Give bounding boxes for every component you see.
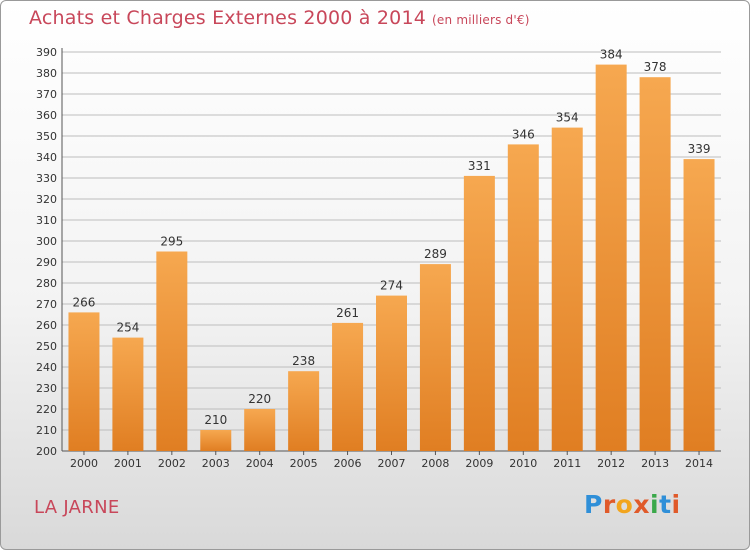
x-tick-label-2006: 2006 (334, 457, 362, 470)
data-label-2006: 261 (336, 306, 359, 320)
data-label-2001: 254 (116, 321, 139, 335)
y-tick-label-270: 270 (36, 298, 57, 311)
y-tick-label-350: 350 (36, 130, 57, 143)
bar-2010 (507, 144, 539, 451)
data-label-2011: 354 (556, 111, 579, 125)
y-tick-label-390: 390 (36, 46, 57, 59)
data-label-2007: 274 (380, 279, 403, 293)
bar-2002 (156, 251, 188, 451)
bar-2003 (200, 430, 232, 451)
data-label-2009: 331 (468, 159, 491, 173)
x-tick-label-2010: 2010 (509, 457, 537, 470)
bars (68, 64, 715, 451)
chart-title-text: Achats et Charges Externes 2000 à 2014 (29, 7, 427, 29)
bar-2011 (551, 127, 583, 451)
logo-letter: o (615, 490, 634, 519)
x-tick-label-2003: 2003 (202, 457, 230, 470)
data-label-2013: 378 (644, 60, 667, 74)
y-tick-label-230: 230 (36, 382, 57, 395)
chart-subtitle: (en milliers d'€) (432, 13, 530, 27)
bar-2000 (68, 312, 100, 451)
data-label-2005: 238 (292, 354, 315, 368)
labels: 200 210 220 230 240 250 260 270 280 290 300 310 320 3… (36, 46, 713, 470)
bar-2014 (683, 159, 715, 451)
y-tick-label-360: 360 (36, 109, 57, 122)
y-tick-label-290: 290 (36, 256, 57, 269)
x-tick-label-2004: 2004 (246, 457, 274, 470)
y-tick-label-200: 200 (36, 445, 57, 458)
y-tick-label-240: 240 (36, 361, 57, 374)
x-tick-label-2014: 2014 (685, 457, 713, 470)
data-label-2000: 266 (73, 295, 96, 309)
y-tick-label-340: 340 (36, 151, 57, 164)
y-tick-label-370: 370 (36, 88, 57, 101)
data-label-2002: 295 (160, 235, 183, 249)
chart-title: Achats et Charges Externes 2000 à 2014 (e… (29, 7, 530, 29)
logo-letter: t (659, 490, 672, 519)
data-label-2003: 210 (204, 413, 227, 427)
logo-letter: P (584, 490, 603, 519)
proxiti-logo: Proxiti (584, 490, 681, 519)
x-tick-label-2007: 2007 (378, 457, 406, 470)
x-tick-label-2002: 2002 (158, 457, 186, 470)
bar-2001 (112, 337, 144, 451)
bar-2009 (463, 175, 495, 451)
y-tick-label-250: 250 (36, 340, 57, 353)
y-tick-label-220: 220 (36, 403, 57, 416)
y-tick-label-300: 300 (36, 235, 57, 248)
y-tick-label-260: 260 (36, 319, 57, 332)
x-tick-label-2000: 2000 (70, 457, 98, 470)
bar-2012 (595, 64, 627, 451)
y-tick-label-320: 320 (36, 193, 57, 206)
bar-2008 (419, 264, 451, 451)
logo-letter: i (671, 490, 681, 519)
x-tick-label-2011: 2011 (553, 457, 581, 470)
bar-2004 (244, 409, 276, 451)
logo-letter: x (633, 490, 650, 519)
x-tick-label-2013: 2013 (641, 457, 669, 470)
data-label-2012: 384 (600, 48, 623, 62)
data-label-2014: 339 (688, 142, 711, 156)
data-label-2010: 346 (512, 127, 535, 141)
bar-2006 (332, 322, 364, 451)
place-name: LA JARNE (34, 497, 120, 518)
bar-2005 (288, 371, 320, 451)
y-tick-label-210: 210 (36, 424, 57, 437)
logo-letter: r (602, 490, 616, 519)
bar-2013 (639, 77, 671, 451)
y-tick-label-380: 380 (36, 67, 57, 80)
x-tick-label-2001: 2001 (114, 457, 142, 470)
bar-2007 (376, 295, 407, 451)
x-tick-label-2009: 2009 (465, 457, 493, 470)
x-tick-label-2005: 2005 (290, 457, 318, 470)
data-label-2008: 289 (424, 247, 447, 261)
x-tick-label-2008: 2008 (421, 457, 449, 470)
logo-letter: i (650, 490, 660, 519)
data-label-2004: 220 (248, 392, 271, 406)
y-tick-label-310: 310 (36, 214, 57, 227)
y-tick-label-330: 330 (36, 172, 57, 185)
x-tick-label-2012: 2012 (597, 457, 625, 470)
y-tick-label-280: 280 (36, 277, 57, 290)
